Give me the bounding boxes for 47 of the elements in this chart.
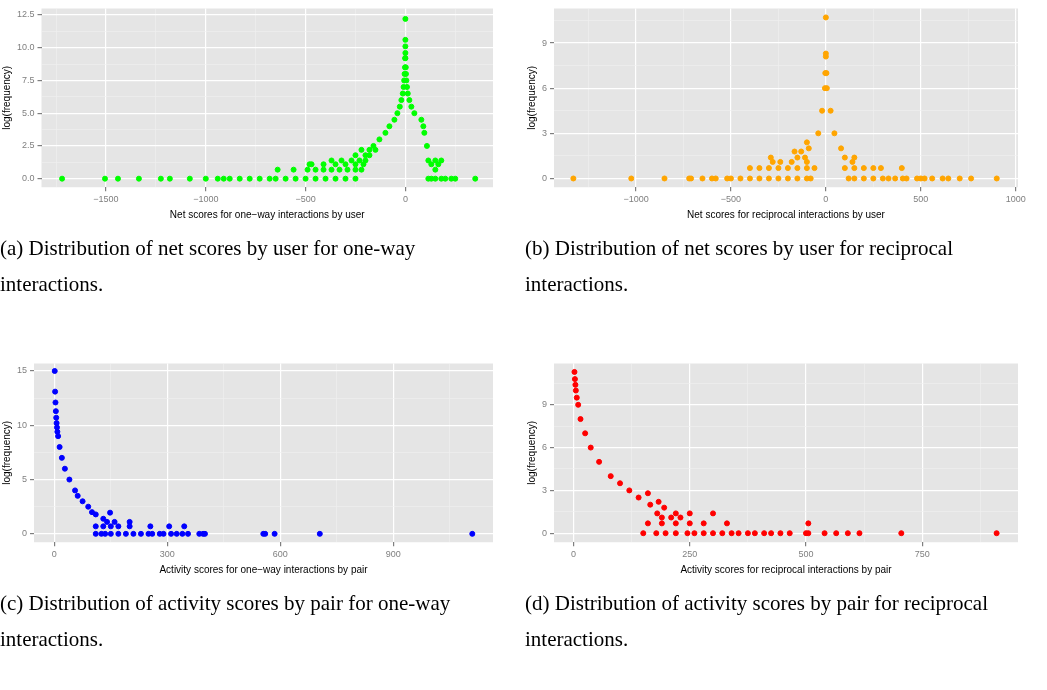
y-tick-label: 15 (17, 365, 28, 376)
x-tick-label: −1000 (623, 194, 649, 205)
y-axis-title: log(frequency) (0, 420, 12, 485)
x-tick-label: 0 (823, 194, 829, 205)
y-axis-title: log(frequency) (525, 65, 537, 130)
y-tick-label: 6 (541, 442, 548, 453)
x-tick-label: 750 (914, 549, 930, 560)
x-tick-label: 1000 (1005, 194, 1026, 205)
y-axis-title: log(frequency) (0, 65, 12, 130)
x-tick-label: 0 (51, 549, 57, 560)
y-tick-label: 2.5 (22, 140, 35, 151)
x-tick-label: 0 (402, 194, 408, 205)
text: (a) Distribution of net scores by user for one-way interactions. (0, 235, 417, 298)
y-tick-label: 10.0 (16, 42, 35, 53)
y-tick-label: 0 (541, 172, 548, 183)
x-axis-title: Activity scores for reciprocal interactions by pair (680, 563, 893, 575)
x-axis-title: Net scores for one−way interactions by user (169, 208, 366, 220)
y-tick-label: 3 (541, 127, 548, 138)
y-tick-label: 5.0 (22, 107, 35, 118)
x-tick-label: −500 (295, 194, 316, 205)
y-axis-title: log(frequency) (525, 420, 537, 485)
x-tick-label: 500 (798, 549, 814, 560)
y-tick-label: 9 (541, 37, 548, 48)
x-tick-label: 500 (913, 194, 929, 205)
x-tick-label: 900 (385, 549, 401, 560)
y-tick-label: 6 (541, 82, 548, 93)
x-tick-label: 600 (272, 549, 288, 560)
y-tick-label: 3 (541, 484, 548, 495)
x-tick-label: −1500 (93, 194, 119, 205)
y-tick-label: 0 (22, 528, 28, 539)
text: (d) Distribution of activity scores by pair for reciprocal interactions. (525, 590, 989, 653)
y-tick-label: 12.5 (16, 9, 35, 20)
text: (c) Distribution of activity scores by pair for one-way interactions. (0, 590, 452, 653)
x-axis-title: Net scores for reciprocal interactions by user (687, 208, 886, 220)
x-tick-label: −500 (720, 194, 742, 205)
y-tick-label: 0.0 (22, 173, 35, 184)
x-tick-label: 250 (682, 549, 698, 560)
x-tick-label: 300 (159, 549, 175, 560)
x-tick-label: −1000 (193, 194, 219, 205)
y-tick-label: 5 (22, 474, 28, 485)
y-tick-label: 7.5 (22, 74, 35, 85)
y-tick-label: 9 (541, 399, 548, 410)
x-axis-title: Activity scores for one−way interactions by pair (159, 563, 369, 575)
y-tick-label: 0 (541, 527, 548, 538)
text: (b) Distribution of net scores by user for reciprocal interactions. (525, 235, 955, 298)
y-tick-label: 10 (17, 419, 28, 430)
x-tick-label: 0 (571, 549, 577, 560)
